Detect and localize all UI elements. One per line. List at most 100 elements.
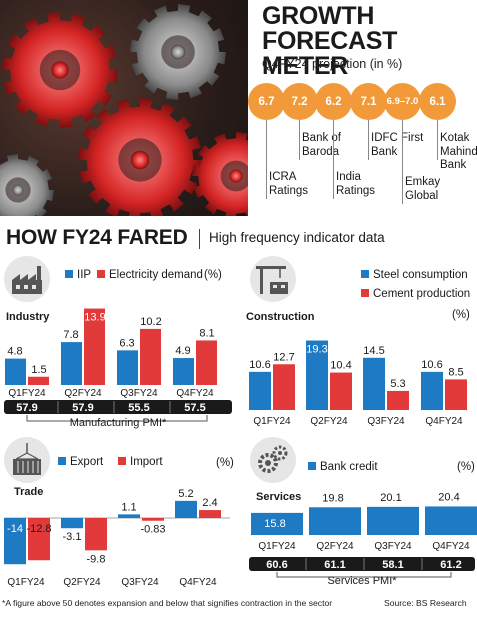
section-subtitle: High frequency indicator data	[209, 230, 385, 245]
bar-iip	[117, 350, 138, 385]
construction-icon	[250, 256, 296, 302]
construction-unit: (%)	[452, 309, 470, 321]
forecast-value-bubble: 6.7	[248, 83, 285, 120]
pmi-value: 57.9	[72, 402, 93, 414]
pmi-value: 57.9	[16, 402, 37, 414]
bar-export	[61, 518, 83, 529]
value-label-import: 2.4	[202, 497, 217, 509]
forecast-bank-label: KotakMahindraBank	[440, 132, 477, 171]
bar-cement	[273, 364, 295, 410]
bar-bank-credit	[425, 506, 477, 535]
category-label: Q4FY24	[425, 416, 463, 427]
divider	[199, 229, 200, 249]
value-label-bank-credit: 20.4	[438, 491, 459, 503]
pmi-bar-manufacturing	[4, 400, 232, 414]
category-label: Q4FY24	[176, 388, 214, 399]
forecast-leader-line	[402, 120, 403, 204]
bar-electricity	[140, 328, 161, 385]
value-label-steel: 10.6	[249, 359, 270, 371]
category-label: Q2FY24	[64, 388, 102, 399]
red-gear-icon	[78, 98, 202, 216]
bar-steel	[249, 371, 271, 410]
pmi-value: 57.5	[184, 402, 205, 414]
bar-iip	[61, 342, 82, 385]
forecast-leader-line	[299, 120, 300, 160]
panel-title-trade: Trade	[14, 486, 43, 498]
category-label: Q3FY24	[120, 388, 158, 399]
category-label: Q1FY24	[258, 541, 296, 552]
value-label-steel: 19.3	[306, 344, 327, 356]
forecast-bank-label: Emkay Global	[405, 176, 441, 202]
category-label: Q4FY24	[432, 541, 470, 552]
forecast-leader-line	[368, 120, 369, 160]
category-label: Q3FY24	[374, 541, 412, 552]
value-label-import: -9.8	[87, 553, 106, 565]
bar-import	[85, 518, 107, 551]
value-label-export: -3.1	[63, 531, 82, 543]
electricity-legend-label: Electricity demand	[109, 269, 203, 281]
iip-legend-label: IIP	[77, 269, 91, 281]
panel-title-construction: Construction	[246, 311, 315, 323]
pmi-bracket	[276, 572, 452, 578]
forecast-leader-line	[437, 120, 438, 160]
category-label: Q3FY24	[367, 416, 405, 427]
services-gears-icon	[250, 437, 296, 483]
bar-steel	[363, 357, 385, 410]
value-label-iip: 7.8	[63, 329, 78, 341]
bar-export	[118, 514, 140, 518]
pmi-label-services: Services PMI*	[327, 575, 397, 587]
silver-gear-icon	[130, 4, 226, 100]
iip-legend-swatch	[65, 270, 73, 278]
bar-bank-credit	[251, 512, 303, 535]
value-label-export: 5.2	[178, 488, 193, 500]
industry-unit: (%)	[204, 269, 222, 281]
category-label: Q2FY24	[316, 541, 354, 552]
category-label: Q2FY24	[63, 577, 101, 588]
bar-electricity	[28, 376, 49, 385]
export-legend-swatch	[58, 457, 66, 465]
export-legend-label: Export	[70, 456, 104, 468]
value-label-iip: 6.3	[119, 337, 134, 349]
value-label-cement: 8.5	[448, 366, 463, 378]
pmi-value: 58.1	[382, 559, 403, 571]
bar-cement	[445, 379, 467, 410]
category-label: Q3FY24	[121, 577, 159, 588]
value-label-bank-credit: 15.8	[264, 518, 285, 530]
factory-icon	[4, 256, 50, 302]
value-label-steel: 14.5	[363, 345, 384, 357]
value-label-iip: 4.8	[7, 346, 22, 358]
gears-illustration	[0, 4, 248, 216]
forecast-value-bubble: 6.9–7.0	[384, 83, 421, 120]
value-label-electricity: 8.1	[199, 327, 214, 339]
value-label-cement: 10.4	[330, 360, 351, 372]
value-label-iip: 4.9	[175, 345, 190, 357]
value-label-bank-credit: 19.8	[322, 492, 343, 504]
category-label: Q2FY24	[310, 416, 348, 427]
bar-steel	[306, 340, 328, 410]
bar-import	[199, 510, 221, 518]
value-label-import: -12.8	[26, 523, 51, 535]
import-legend-label: Import	[130, 456, 163, 468]
container-icon	[4, 437, 50, 483]
gears-photo	[0, 0, 248, 216]
bar-steel	[421, 371, 443, 410]
value-label-export: 1.1	[121, 501, 136, 513]
forecast-bank-label: Bank of Baroda	[302, 132, 341, 158]
category-label: Q4FY24	[179, 577, 217, 588]
source-note: Source: BS Research	[384, 598, 467, 608]
red-gear-icon	[192, 132, 248, 216]
trade-unit: (%)	[216, 457, 234, 469]
forecast-value-bubble: 6.2	[315, 83, 352, 120]
pmi-label-manufacturing: Manufacturing PMI*	[70, 417, 167, 429]
steel-legend-swatch	[361, 270, 369, 278]
bar-bank-credit	[367, 506, 419, 535]
footnote: *A figure above 50 denotes expansion and…	[2, 598, 333, 608]
forecast-subtitle: Q4FY24 projection (in %)	[262, 57, 403, 71]
silver-gear-icon	[0, 154, 54, 216]
bank-credit-legend-label: Bank credit	[320, 461, 378, 473]
category-label: Q1FY24	[8, 388, 46, 399]
import-legend-swatch	[118, 457, 126, 465]
cement-legend-label: Cement production	[373, 288, 470, 300]
value-label-electricity: 1.5	[31, 364, 46, 376]
